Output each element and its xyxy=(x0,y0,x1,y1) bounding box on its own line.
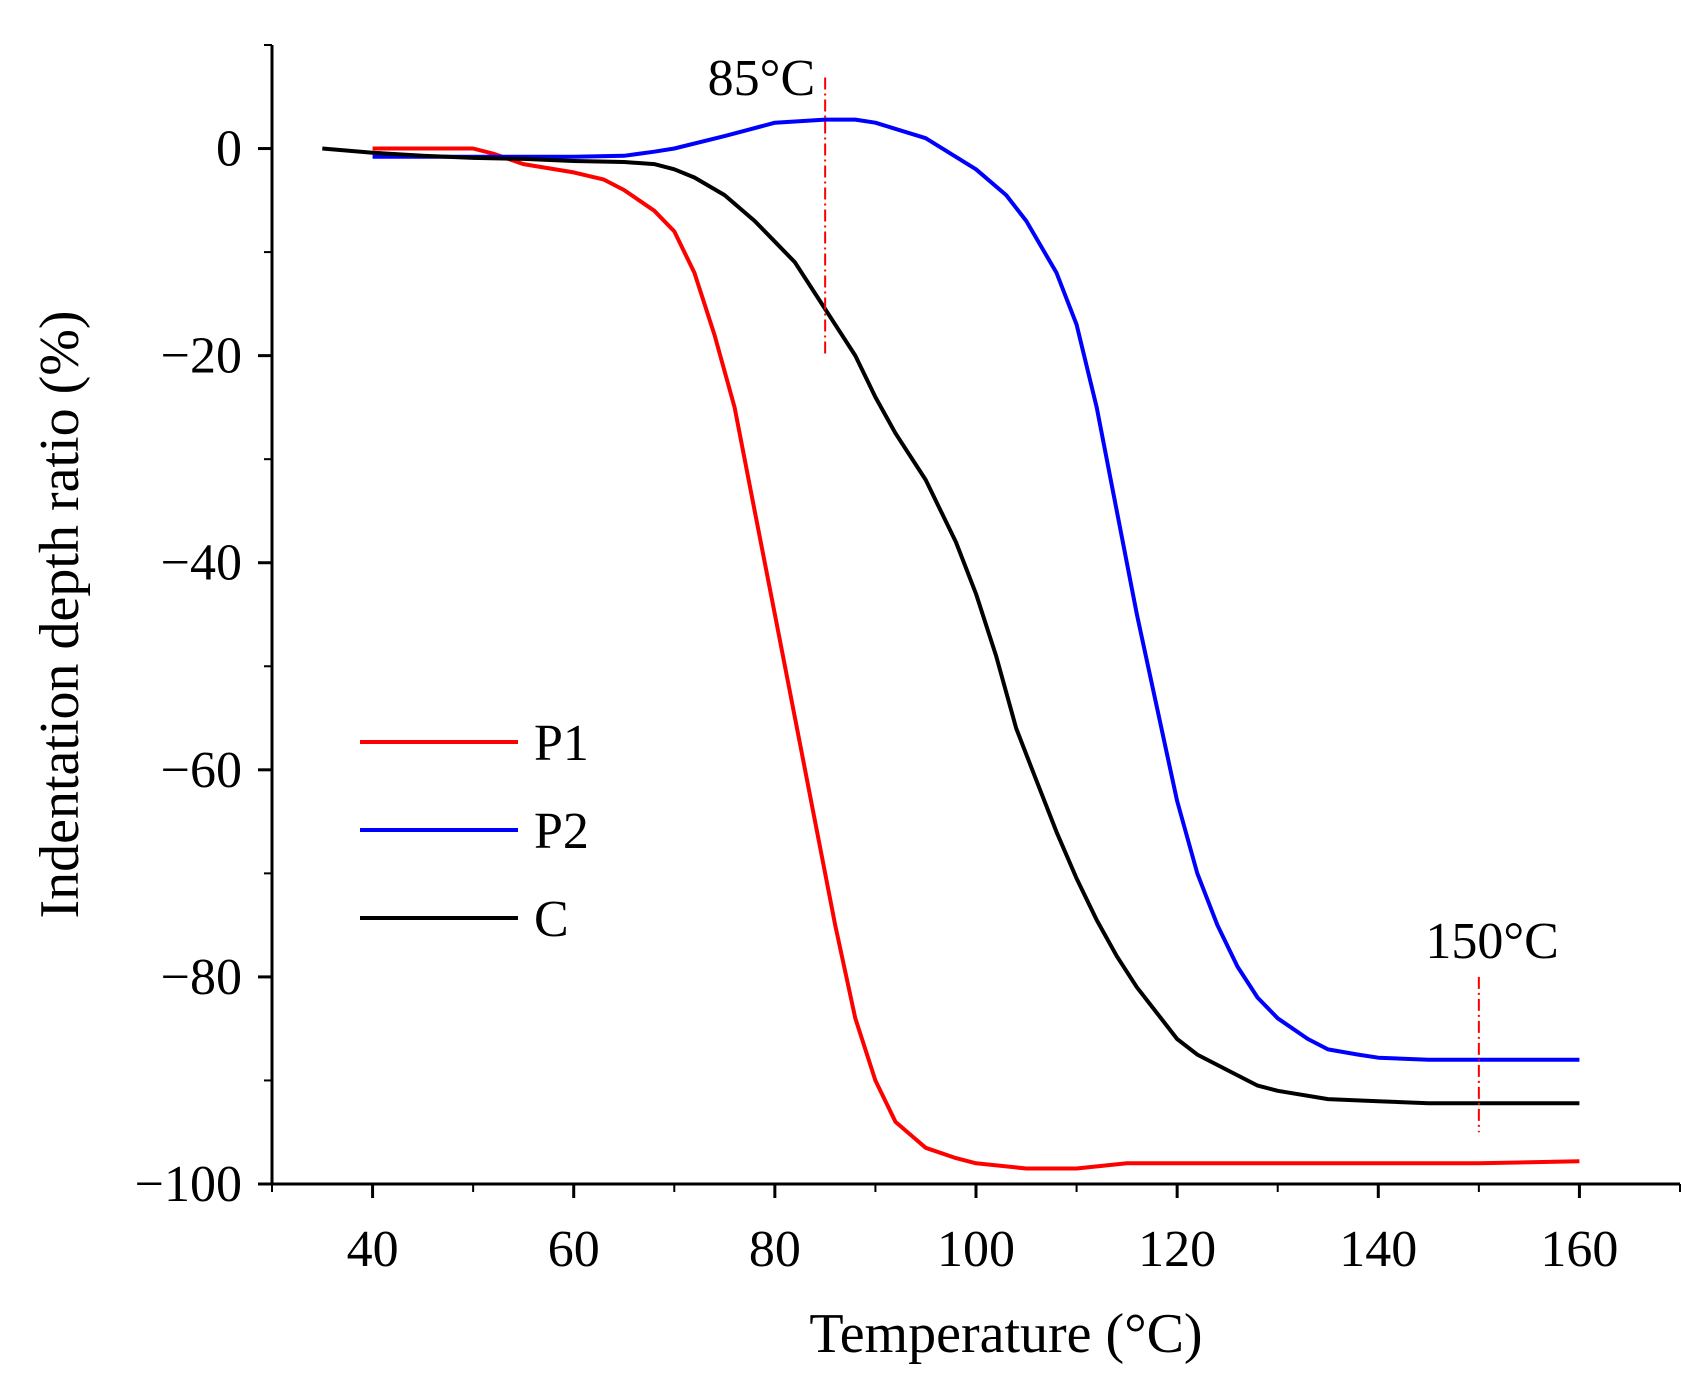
legend-label-p2: P2 xyxy=(534,803,589,860)
x-tick-label: 120 xyxy=(1138,1221,1216,1278)
annotation-label-2: 150°C xyxy=(1425,913,1558,970)
x-tick-label: 40 xyxy=(347,1221,399,1278)
x-tick-label: 100 xyxy=(937,1221,1015,1278)
x-tick-label: 160 xyxy=(1540,1221,1618,1278)
y-tick-label: −60 xyxy=(161,742,242,799)
y-tick-label: −80 xyxy=(161,949,242,1006)
legend-label-p1: P1 xyxy=(534,715,589,772)
x-tick-label: 80 xyxy=(749,1221,801,1278)
annotation-label-1: 85°C xyxy=(708,50,815,107)
legend-label-c: C xyxy=(534,891,569,948)
x-tick-label: 140 xyxy=(1339,1221,1417,1278)
series-line-c xyxy=(322,146,1580,1106)
series-line-p1 xyxy=(372,146,1580,1171)
y-axis-title: Indentation depth ratio (%) xyxy=(29,310,91,918)
series-group xyxy=(322,117,1580,1171)
axes-group: 40 60 80 100 120 140 160 0 −20 −40 −60 −80 −100 xyxy=(135,44,1681,1278)
y-tick-label: −100 xyxy=(135,1156,242,1213)
series-line-p2 xyxy=(372,117,1580,1062)
x-axis-title: Temperature (°C) xyxy=(809,1303,1202,1365)
annotation-group: 85°C 150°C xyxy=(708,50,1559,1133)
y-tick-label: −40 xyxy=(161,535,242,592)
y-tick-label: −20 xyxy=(161,328,242,385)
legend: P1 P2 C xyxy=(360,715,589,948)
y-tick-label: 0 xyxy=(216,121,242,178)
x-tick-label: 60 xyxy=(548,1221,600,1278)
